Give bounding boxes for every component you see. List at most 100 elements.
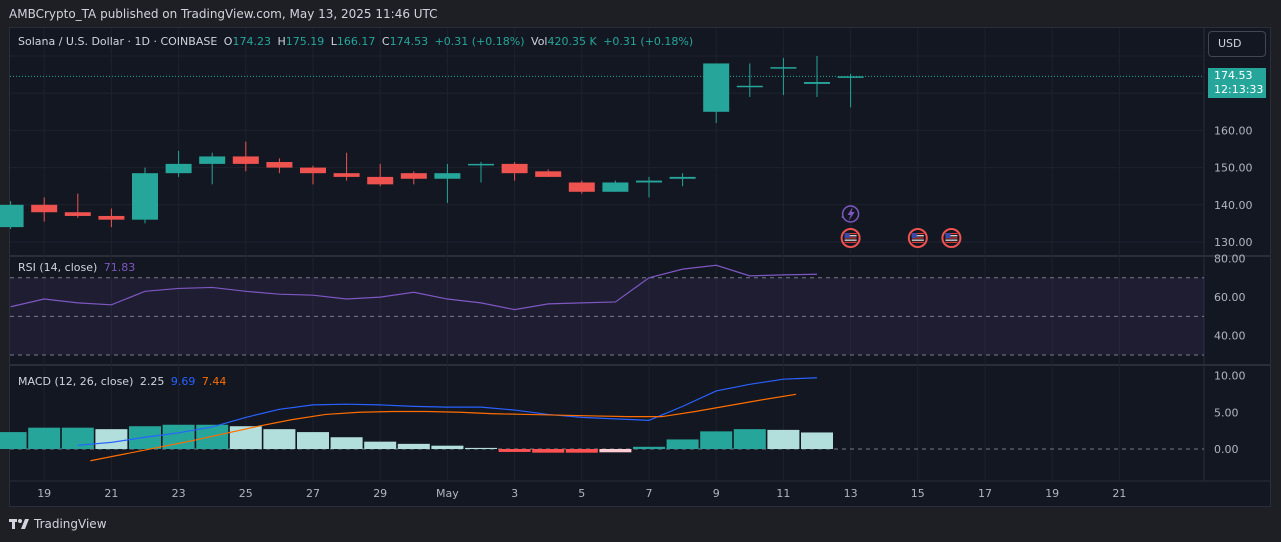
macd-histogram-bar <box>431 445 464 449</box>
x-tick-label: 3 <box>511 487 518 500</box>
candle-body <box>703 63 730 112</box>
candle <box>535 169 562 177</box>
y-tick-label: 60.00 <box>1214 291 1246 304</box>
candle-body <box>199 156 226 164</box>
candle <box>736 63 763 97</box>
candle-body <box>31 204 58 213</box>
low-value: 166.17 <box>336 35 376 48</box>
publish-header: AMBCrypto_TA published on TradingView.co… <box>9 7 438 21</box>
x-tick-label: 29 <box>373 487 387 500</box>
currency-button[interactable]: USD <box>1208 31 1266 57</box>
candle <box>501 162 528 181</box>
candle-body <box>736 85 763 88</box>
footer-brand[interactable]: TradingView <box>9 517 107 531</box>
macd-histogram-bar <box>565 449 598 453</box>
candle <box>669 173 696 187</box>
candle <box>165 150 192 177</box>
candle-body <box>568 182 595 192</box>
macd-histogram-bar <box>263 429 296 449</box>
flag-stripe <box>844 233 857 235</box>
candle <box>602 180 629 192</box>
candle-body <box>64 212 91 216</box>
candle <box>232 141 259 172</box>
candle-body <box>837 76 864 78</box>
candle-body <box>232 156 259 164</box>
flag-stripe <box>945 233 958 235</box>
macd-histogram-bar <box>28 427 61 449</box>
macd-histogram-bar <box>297 432 329 449</box>
macd-histogram-bar <box>801 432 833 449</box>
candle <box>468 162 494 183</box>
candle <box>132 167 158 224</box>
macd-histogram-bar <box>733 429 766 449</box>
candle <box>434 163 461 203</box>
x-tick-label: 21 <box>104 487 118 500</box>
last-price-value: 174.53 <box>1214 69 1253 82</box>
macd-histogram-bar <box>397 443 430 449</box>
macd-label[interactable]: MACD (12, 26, close) <box>18 375 134 388</box>
symbol-title[interactable]: Solana / U.S. Dollar · 1D · COINBASE <box>18 35 218 48</box>
candle <box>837 73 864 108</box>
flag-stripe <box>945 237 958 239</box>
candle-body <box>434 173 461 179</box>
x-tick-label: 21 <box>1112 487 1126 500</box>
us-flag-icon <box>840 228 861 248</box>
sparkle <box>841 216 844 218</box>
rsi-value: 71.83 <box>103 261 136 274</box>
macd-histogram-bar <box>700 431 733 449</box>
candle-body <box>535 171 562 177</box>
candle-body <box>669 176 696 179</box>
candle-body <box>501 163 528 174</box>
us-flag-icon <box>941 228 962 248</box>
open-value: 174.23 <box>232 35 271 48</box>
macd-histogram-bar <box>364 441 397 449</box>
candle-body <box>770 67 797 69</box>
candle-body <box>602 182 629 192</box>
candle-body <box>636 180 662 183</box>
macd-legend: MACD (12, 26, close) 2.25 9.69 7.44 <box>18 375 229 388</box>
x-tick-label: 19 <box>1045 487 1059 500</box>
volume-value: 420.35 K <box>547 35 597 48</box>
price-legend: Solana / U.S. Dollar · 1D · COINBASE O17… <box>18 35 696 48</box>
flag-stripe <box>945 239 958 241</box>
candle <box>199 152 226 185</box>
candle-body <box>266 162 293 168</box>
candle-body <box>804 82 830 84</box>
x-tick-label: 13 <box>844 487 858 500</box>
candle <box>0 201 24 229</box>
flag-stripe <box>844 241 857 243</box>
rsi-line <box>10 264 818 311</box>
macd-histogram-bar <box>532 449 565 453</box>
candle-body <box>165 163 192 174</box>
macd-histogram-bar <box>633 446 665 449</box>
signal-line <box>90 393 797 462</box>
dividend-event-icon <box>841 205 860 223</box>
close-value: 174.53 <box>389 35 429 48</box>
candle-body <box>367 176 394 185</box>
macd-histogram-bar <box>666 439 699 449</box>
candle <box>703 63 730 123</box>
candle <box>636 176 662 198</box>
candle <box>300 165 326 185</box>
close-label: C <box>381 35 390 48</box>
flag-stripe <box>844 239 857 241</box>
y-tick-label: 130.00 <box>1214 236 1253 249</box>
candle-body <box>132 173 158 220</box>
y-tick-label: 80.00 <box>1214 253 1246 266</box>
flag-canton <box>844 233 850 238</box>
high-label: H <box>277 35 286 48</box>
x-tick-label: 19 <box>37 487 51 500</box>
flag-stripe <box>945 235 958 237</box>
candle-body <box>0 204 24 228</box>
candle <box>400 171 427 185</box>
flag-stripe <box>844 235 857 237</box>
signal-value: 9.69 <box>170 375 196 388</box>
y-tick-label: 140.00 <box>1214 199 1253 212</box>
rsi-legend: RSI (14, close) 71.83 <box>18 261 138 274</box>
rsi-label[interactable]: RSI (14, close) <box>18 261 98 274</box>
flag-canton <box>945 233 951 238</box>
x-tick-label: 11 <box>776 487 790 500</box>
candle <box>98 208 125 228</box>
flag-canton <box>911 233 917 238</box>
